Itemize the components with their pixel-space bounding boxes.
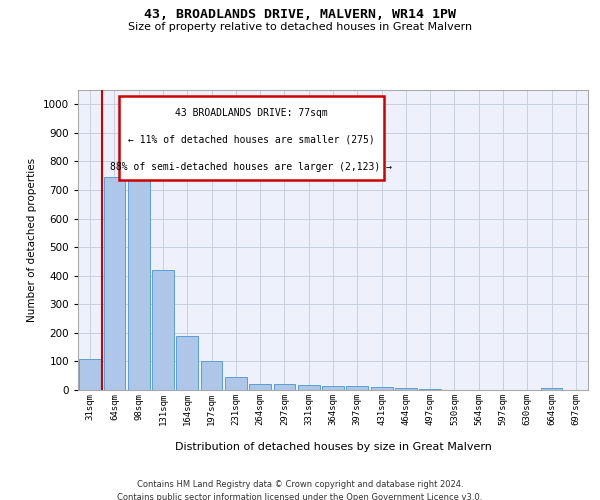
Bar	[322, 386, 344, 390]
Bar	[79, 358, 101, 390]
FancyBboxPatch shape	[119, 96, 384, 180]
Bar	[346, 386, 368, 390]
Text: Distribution of detached houses by size in Great Malvern: Distribution of detached houses by size …	[175, 442, 491, 452]
Bar	[395, 388, 417, 390]
Bar	[371, 387, 392, 390]
Text: 43 BROADLANDS DRIVE: 77sqm: 43 BROADLANDS DRIVE: 77sqm	[175, 108, 328, 118]
Text: 43, BROADLANDS DRIVE, MALVERN, WR14 1PW: 43, BROADLANDS DRIVE, MALVERN, WR14 1PW	[144, 8, 456, 20]
Text: Contains public sector information licensed under the Open Government Licence v3: Contains public sector information licen…	[118, 492, 482, 500]
Bar	[128, 174, 149, 390]
Text: Contains HM Land Registry data © Crown copyright and database right 2024.: Contains HM Land Registry data © Crown c…	[137, 480, 463, 489]
Bar	[298, 385, 320, 390]
Text: ← 11% of detached houses are smaller (275): ← 11% of detached houses are smaller (27…	[128, 135, 375, 145]
Y-axis label: Number of detached properties: Number of detached properties	[27, 158, 37, 322]
Bar	[225, 377, 247, 390]
Bar	[200, 362, 223, 390]
Text: Size of property relative to detached houses in Great Malvern: Size of property relative to detached ho…	[128, 22, 472, 32]
Text: 88% of semi-detached houses are larger (2,123) →: 88% of semi-detached houses are larger (…	[110, 162, 392, 172]
Bar	[104, 177, 125, 390]
Bar	[541, 388, 562, 390]
Bar	[176, 336, 198, 390]
Bar	[152, 270, 174, 390]
Bar	[249, 384, 271, 390]
Bar	[274, 384, 295, 390]
